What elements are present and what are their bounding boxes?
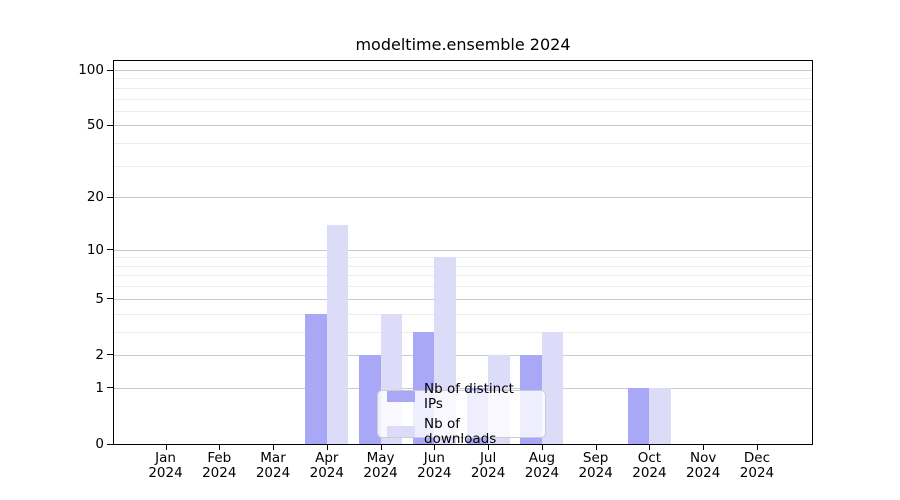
- gridline-major-1: [114, 387, 812, 389]
- x-tick-label-jul: Jul 2024: [470, 450, 506, 481]
- x-tick-label-nov: Nov 2024: [686, 450, 721, 481]
- x-tick-apr: [326, 445, 328, 450]
- gridline-minor-3: [114, 331, 812, 333]
- y-tick-label-2: 2: [95, 346, 104, 363]
- x-tick-aug: [541, 445, 543, 450]
- x-tick-sep: [595, 445, 597, 450]
- y-tick-label-20: 20: [86, 189, 104, 206]
- y-tick-10: [107, 249, 113, 251]
- bar-oct-downloads: [649, 387, 671, 444]
- chart-title: modeltime.ensemble 2024: [355, 35, 571, 54]
- x-tick-nov: [703, 445, 705, 450]
- legend-swatch-downloads: [387, 426, 415, 437]
- y-tick-label-1: 1: [95, 379, 104, 396]
- x-tick-feb: [219, 445, 221, 450]
- plot-area: [113, 60, 813, 445]
- y-tick-50: [107, 124, 113, 126]
- x-tick-label-dec: Dec 2024: [739, 450, 775, 481]
- gridline-minor-9: [114, 257, 812, 259]
- bar-apr-distinct-ips: [305, 313, 327, 444]
- y-tick-20: [107, 196, 113, 198]
- gridline-minor-90: [114, 78, 812, 80]
- gridline-minor-70: [114, 98, 812, 100]
- legend-swatch-distinct-ips: [387, 391, 415, 402]
- y-tick-label-0: 0: [95, 436, 104, 452]
- bar-apr-downloads: [326, 224, 349, 444]
- y-tick-label-5: 5: [95, 290, 104, 307]
- x-tick-label-mar: Mar 2024: [255, 450, 291, 481]
- gridline-minor-80: [114, 87, 812, 89]
- gridline-minor-40: [114, 143, 812, 145]
- x-tick-dec: [756, 445, 758, 450]
- x-tick-label-sep: Sep 2024: [578, 450, 613, 481]
- x-tick-label-jan: Jan 2024: [148, 450, 183, 481]
- x-tick-label-feb: Feb 2024: [202, 450, 237, 481]
- y-tick-label-10: 10: [86, 241, 104, 258]
- x-tick-label-apr: Apr 2024: [309, 450, 344, 481]
- gridline-minor-60: [114, 110, 812, 112]
- gridlines-layer: [114, 61, 812, 444]
- x-tick-jan: [165, 445, 167, 450]
- y-tick-2: [107, 354, 113, 356]
- gridline-minor-30: [114, 165, 812, 167]
- x-tick-oct: [649, 445, 651, 450]
- gridline-minor-8: [114, 265, 812, 267]
- gridline-major-50: [114, 125, 812, 127]
- gridline-minor-4: [114, 313, 812, 315]
- gridline-minor-7: [114, 275, 812, 277]
- legend-label-downloads: Nb of downloads: [424, 415, 497, 447]
- legend-label-distinct-ips: Nb of distinct IPs: [424, 380, 514, 412]
- x-tick-jun: [434, 445, 436, 450]
- y-tick-label-50: 50: [86, 117, 104, 134]
- x-tick-label-may: May 2024: [363, 450, 398, 481]
- x-tick-label-oct: Oct 2024: [632, 450, 667, 481]
- y-tick-label-100: 100: [78, 62, 104, 78]
- legend: Nb of distinct IPs Nb of downloads: [377, 381, 546, 446]
- x-tick-label-jun: Jun 2024: [417, 450, 452, 481]
- gridline-major-10: [114, 249, 812, 251]
- gridline-major-100: [114, 70, 812, 71]
- gridline-major-5: [114, 298, 812, 300]
- y-tick-100: [107, 69, 113, 71]
- legend-item-downloads: Nb of downloads: [387, 415, 536, 447]
- x-tick-mar: [273, 445, 275, 450]
- y-tick-0: [107, 443, 113, 445]
- bar-oct-distinct-ips: [627, 387, 650, 444]
- bar-may-distinct-ips: [359, 354, 381, 444]
- x-tick-jul: [488, 445, 490, 450]
- x-tick-may: [380, 445, 382, 450]
- bar-aug-downloads: [541, 331, 564, 444]
- legend-item-distinct-ips: Nb of distinct IPs: [387, 380, 536, 412]
- gridline-major-20: [114, 197, 812, 199]
- y-tick-5: [107, 298, 113, 300]
- y-tick-1: [107, 387, 113, 389]
- x-tick-label-aug: Aug 2024: [524, 450, 560, 481]
- gridline-minor-6: [114, 286, 812, 288]
- gridline-major-2: [114, 354, 812, 356]
